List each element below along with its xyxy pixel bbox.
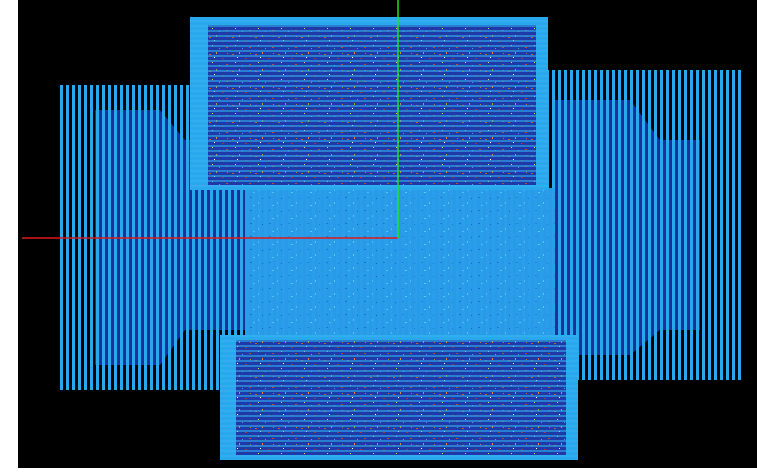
top-block-layers xyxy=(190,17,548,190)
bottom-block-layers xyxy=(220,335,578,460)
detector-view xyxy=(0,0,757,474)
right-wing-stripes xyxy=(548,70,743,380)
page xyxy=(0,0,757,474)
center-stripes xyxy=(245,188,555,338)
